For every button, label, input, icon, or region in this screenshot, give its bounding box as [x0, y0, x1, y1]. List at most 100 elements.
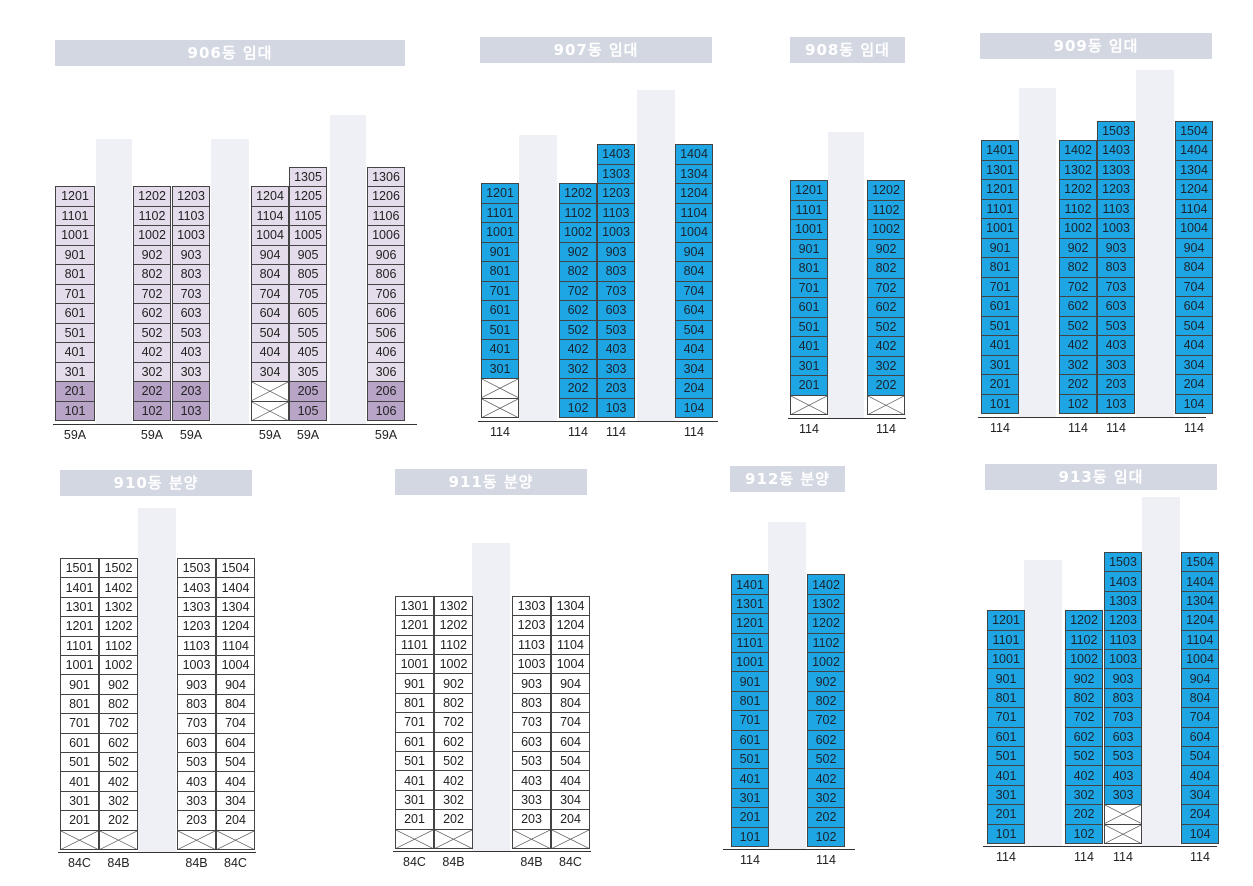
- unit-cell: 304: [1181, 784, 1219, 806]
- unit-cell: 1106: [367, 205, 405, 226]
- unit-cell: 803: [177, 693, 216, 715]
- unit-cell: 1401: [60, 577, 99, 598]
- unit-cell: 201: [981, 374, 1019, 395]
- unit-cell: 1206: [367, 186, 405, 207]
- unit-cell: 1006: [367, 225, 405, 246]
- unit-cell: 804: [216, 693, 255, 715]
- unit-type-label: 114: [568, 425, 588, 439]
- unit-type-label: 59A: [258, 428, 282, 442]
- unit-cell: 1001: [395, 654, 434, 675]
- building-title: 911동 분양: [395, 469, 587, 495]
- unit-cell: 501: [790, 316, 828, 337]
- unit-cell: 902: [867, 238, 905, 259]
- unit-cell: 505: [289, 322, 327, 343]
- unit-type-label: 84C: [224, 856, 247, 870]
- unit-cell: 302: [807, 787, 845, 809]
- unit-cell: 1104: [675, 202, 713, 223]
- unit-type-label: 114: [490, 425, 510, 439]
- unit-cell: 404: [1175, 335, 1213, 356]
- unit-cell: 403: [172, 342, 210, 363]
- ground-line: [393, 851, 591, 852]
- core-shaft: [138, 508, 176, 852]
- unit-type-label: 114: [799, 422, 819, 436]
- unit-cell: 1004: [1181, 649, 1219, 670]
- unit-cell: 1202: [1059, 179, 1097, 200]
- unit-cell: 1302: [434, 595, 473, 617]
- building-title: 910동 분양: [60, 470, 252, 496]
- unit-cell: 1204: [551, 615, 590, 636]
- unit-cell: 401: [55, 342, 95, 363]
- unit-type-label: 84B: [185, 856, 208, 870]
- unit-cell: 302: [867, 355, 905, 376]
- unit-cell: 1002: [1065, 649, 1103, 670]
- unit-cell: 906: [367, 244, 405, 265]
- unit-cell: 803: [172, 264, 210, 285]
- unit-cell: 301: [55, 361, 95, 382]
- unit-cell: 903: [597, 241, 635, 262]
- unit-cell: 704: [1181, 707, 1219, 728]
- unit-cell: 301: [60, 790, 99, 812]
- unit-cell: 403: [1097, 335, 1135, 356]
- unit-cell: 1101: [481, 202, 519, 223]
- unit-cell: 1201: [987, 610, 1025, 631]
- unit-cell: 304: [551, 789, 590, 811]
- ground-line: [978, 417, 1206, 418]
- ground-line: [58, 852, 256, 853]
- unit-cell-empty: [481, 397, 519, 418]
- unit-cell: 501: [987, 746, 1025, 767]
- unit-type-label: 59A: [374, 428, 398, 442]
- unit-cell: 802: [867, 258, 905, 279]
- unit-cell: 1003: [177, 655, 216, 676]
- unit-cell: 901: [790, 238, 828, 259]
- unit-cell: 1305: [289, 166, 327, 187]
- core-shaft: [472, 543, 510, 851]
- core-shaft: [768, 522, 806, 849]
- unit-cell: 603: [172, 303, 210, 324]
- unit-cell: 201: [731, 807, 769, 828]
- unit-cell: 602: [133, 303, 171, 324]
- unit-cell: 704: [675, 280, 713, 301]
- unit-cell: 1201: [481, 183, 519, 204]
- unit-cell: 1303: [1097, 159, 1135, 180]
- unit-cell: 302: [133, 361, 171, 382]
- unit-cell: 802: [99, 693, 138, 715]
- unit-cell: 1103: [1104, 629, 1142, 650]
- unit-cell-empty: [216, 829, 255, 850]
- ground-line: [53, 424, 417, 425]
- ground-line: [478, 421, 718, 422]
- unit-cell-empty: [251, 400, 289, 421]
- unit-cell: 1101: [60, 635, 99, 656]
- unit-cell: 701: [731, 710, 769, 731]
- unit-cell: 502: [867, 316, 905, 337]
- unit-cell: 705: [289, 283, 327, 304]
- no-unit-cross-icon: [552, 830, 589, 848]
- ground-line: [788, 418, 906, 419]
- unit-type-label: 114: [1074, 850, 1094, 864]
- no-unit-cross-icon: [178, 831, 215, 849]
- unit-cell: 202: [559, 378, 597, 399]
- unit-cell: 1501: [60, 558, 99, 579]
- unit-cell: 503: [172, 322, 210, 343]
- unit-cell: 601: [55, 303, 95, 324]
- unit-cell: 1104: [216, 635, 255, 656]
- unit-cell: 403: [597, 339, 635, 360]
- unit-cell: 104: [1181, 823, 1219, 844]
- unit-cell: 902: [1065, 668, 1103, 689]
- unit-cell: 602: [1065, 726, 1103, 747]
- unit-cell: 203: [172, 381, 210, 402]
- unit-cell: 502: [1059, 315, 1097, 336]
- unit-cell: 202: [99, 810, 138, 831]
- unit-cell: 1503: [177, 558, 216, 579]
- unit-type-label: 84B: [107, 856, 130, 870]
- unit-cell: 1003: [1104, 649, 1142, 670]
- unit-cell-empty: [481, 378, 519, 399]
- unit-cell: 1301: [395, 595, 434, 617]
- unit-cell: 102: [559, 397, 597, 418]
- unit-cell: 102: [1059, 393, 1097, 414]
- unit-cell: 201: [987, 804, 1025, 825]
- unit-cell: 1102: [133, 205, 171, 226]
- unit-cell: 1102: [1059, 198, 1097, 219]
- unit-cell: 404: [551, 770, 590, 791]
- unit-cell: 501: [981, 315, 1019, 336]
- unit-cell: 901: [481, 241, 519, 262]
